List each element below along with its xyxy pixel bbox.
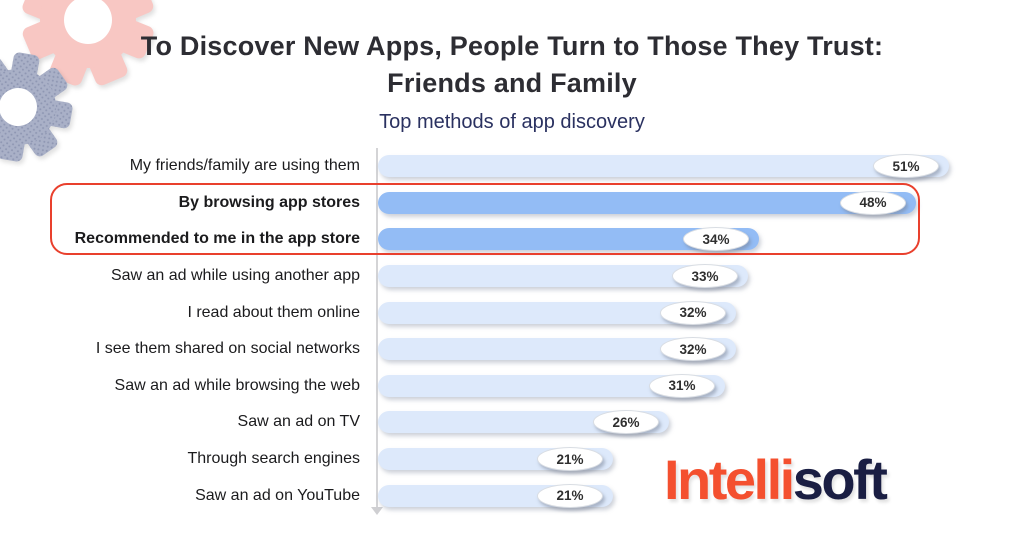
bar: 34%	[378, 227, 759, 252]
value-badge: 21%	[537, 447, 603, 472]
bar-row: My friends/family are using them 51%	[0, 148, 1024, 185]
value-badge: 33%	[672, 264, 738, 289]
bar-rows: My friends/family are using them 51% By …	[0, 148, 1024, 514]
bar: 32%	[378, 337, 736, 362]
bar-row: Saw an ad while browsing the web 31%	[0, 368, 1024, 405]
bar-label: Saw an ad while using another app	[110, 267, 360, 285]
value-badge: 21%	[537, 483, 603, 508]
header: To Discover New Apps, People Turn to Tho…	[0, 28, 1024, 134]
bar-label: By browsing app stores	[178, 193, 360, 211]
bar: 21%	[378, 483, 613, 508]
value-badge: 26%	[593, 410, 659, 435]
bar-row: I see them shared on social networks 32%	[0, 331, 1024, 368]
chart-subtitle: Top methods of app discovery	[379, 111, 645, 133]
bar: 26%	[378, 410, 669, 435]
gear-icon-gray	[0, 52, 73, 162]
bar-row: By browsing app stores 48%	[0, 185, 1024, 222]
bar: 51%	[378, 154, 949, 179]
bar-label: Recommended to me in the app store	[74, 230, 360, 248]
bar-label: I see them shared on social networks	[95, 340, 360, 358]
bar: 21%	[378, 447, 613, 472]
value-badge: 31%	[649, 373, 715, 398]
bar-label: I read about them online	[187, 303, 360, 321]
bar-row: I read about them online 32%	[0, 294, 1024, 331]
brand-logo-part1: Intelli	[664, 448, 795, 511]
bar-label: Saw an ad on TV	[237, 413, 360, 431]
axis-arrow-icon	[371, 507, 383, 515]
bar: 32%	[378, 300, 736, 325]
bar-row: Through search engines 21%	[0, 441, 1024, 478]
bar: 33%	[378, 264, 748, 289]
bar-label: Saw an ad while browsing the web	[114, 376, 360, 394]
value-badge: 34%	[683, 227, 749, 252]
bar-row: Saw an ad on TV 26%	[0, 404, 1024, 441]
bar-label: My friends/family are using them	[129, 157, 360, 175]
page-title: To Discover New Apps, People Turn to Tho…	[0, 28, 1024, 102]
brand-logo-part2: soft	[792, 448, 888, 511]
bar-label: Saw an ad on YouTube	[195, 486, 360, 504]
value-badge: 48%	[840, 190, 906, 215]
value-badge: 32%	[660, 337, 726, 362]
page-title-line2: Friends and Family	[387, 68, 637, 98]
bar-row: Saw an ad on YouTube 21%	[0, 477, 1024, 514]
category-axis-line	[376, 148, 378, 508]
page-title-line1: To Discover New Apps, People Turn to Tho…	[140, 31, 884, 61]
bar-row: Saw an ad while using another app 33%	[0, 258, 1024, 295]
bar: 48%	[378, 190, 916, 215]
value-badge: 32%	[660, 300, 726, 325]
bar-label: Through search engines	[187, 450, 360, 468]
brand-logo: Intellisoft	[664, 448, 888, 512]
bar-row: Recommended to me in the app store 34%	[0, 221, 1024, 258]
bar-chart: My friends/family are using them 51% By …	[0, 148, 1024, 514]
bar: 31%	[378, 373, 725, 398]
value-badge: 51%	[873, 154, 939, 179]
